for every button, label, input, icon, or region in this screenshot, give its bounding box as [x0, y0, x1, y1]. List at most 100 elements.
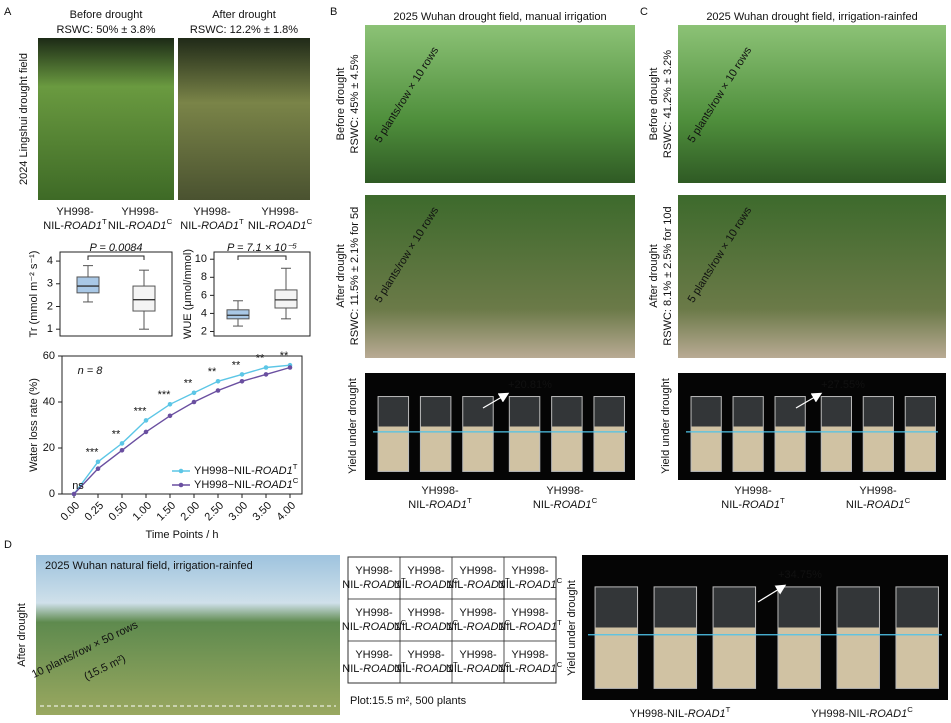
text-part: NIL- — [342, 579, 363, 591]
beaker — [862, 396, 894, 472]
text-part: NIL- — [446, 579, 467, 591]
text-part: YH998- — [811, 708, 849, 720]
beaker-grain — [713, 627, 756, 689]
text-part: ROAD1 — [255, 465, 293, 477]
cell-label: NIL-ROAD1T — [394, 660, 458, 675]
y-tick-label: 60 — [43, 350, 55, 362]
x-tick-label: 3.00 — [227, 500, 251, 524]
x-tick-label: 4.00 — [275, 500, 299, 524]
y-tick-label: 20 — [43, 442, 55, 454]
panel-label: C — [640, 6, 648, 18]
text-part: NIL- — [180, 220, 201, 232]
text-part: ROAD1 — [255, 479, 293, 491]
cell-label: YH998- — [459, 649, 497, 661]
significance: *** — [86, 447, 100, 459]
beaker-grain — [509, 426, 540, 472]
beaker — [774, 396, 806, 472]
cell-label: NIL-ROAD1T — [342, 660, 406, 675]
significance: ns — [72, 480, 84, 492]
side-label: 2024 Lingshui drought field — [18, 53, 30, 185]
text-part: T — [453, 660, 458, 669]
significance: ** — [208, 366, 217, 378]
text-part: NIL- — [846, 499, 867, 511]
significance: ** — [232, 359, 241, 371]
y-tick-label: 4 — [47, 255, 53, 267]
annotation: n = 8 — [78, 365, 104, 377]
text-part: NIL- — [849, 708, 870, 720]
side-label: After drought — [648, 244, 660, 308]
point — [167, 413, 173, 419]
p-bracket — [87, 255, 145, 260]
photo — [38, 38, 174, 200]
x-tick-label: 3.50 — [251, 500, 275, 524]
beaker-grain — [733, 426, 764, 472]
photo — [365, 195, 635, 358]
text-part: C — [505, 660, 511, 669]
text-part: C — [293, 476, 299, 485]
point — [143, 418, 149, 423]
cell-label: NIL-ROAD1T — [446, 576, 510, 591]
legend-marker — [178, 482, 184, 488]
beaker — [690, 396, 722, 472]
y-axis-label: Water loss rate (%) — [28, 378, 40, 472]
text-part: ROAD1 — [269, 220, 307, 232]
side-label: After drought — [16, 603, 28, 667]
text-part: NIL- — [498, 663, 519, 675]
y-tick-label: 2 — [201, 325, 207, 337]
beaker — [777, 586, 821, 689]
photo — [178, 38, 310, 200]
side-label: Before drought — [648, 68, 660, 141]
increase-label: +27.55% — [821, 379, 865, 391]
y-tick-label: 1 — [47, 323, 53, 335]
text-part: NIL- — [342, 663, 363, 675]
genotype-label: NIL-ROAD1T — [43, 217, 107, 232]
genotype-label: NIL-ROAD1C — [846, 496, 911, 511]
cell-label: YH998- — [407, 649, 445, 661]
text-part: YH998−NIL- — [194, 479, 255, 491]
point — [167, 402, 173, 407]
side-label: RSWC: 8.1% ± 2.5% for 10d — [662, 206, 674, 345]
significance: *** — [134, 405, 148, 417]
panel-label: D — [4, 539, 12, 551]
y-tick-label: 2 — [47, 300, 53, 312]
text-part: NIL- — [108, 220, 129, 232]
legend-marker — [178, 468, 184, 474]
text-part: NIL- — [498, 579, 519, 591]
text-part: ROAD1 — [869, 708, 907, 720]
beaker — [551, 396, 583, 472]
point — [119, 441, 125, 446]
point — [263, 365, 269, 370]
text-part: C — [557, 576, 563, 585]
cell-label: YH998- — [355, 649, 393, 661]
photo — [36, 555, 340, 715]
genotype-label: YH998- — [546, 485, 584, 497]
genotype-label: NIL-ROAD1C — [248, 217, 313, 232]
side-label: Before drought — [335, 68, 347, 141]
cell-label: NIL-ROAD1C — [498, 576, 563, 591]
beaker-grain — [775, 426, 806, 472]
text-part: T — [239, 217, 244, 226]
panel-title: 2025 Wuhan drought field, irrigation-rai… — [706, 11, 917, 23]
side-label: RSWC: 41.2% ± 3.2% — [662, 50, 674, 158]
text-part: ROAD1 — [129, 220, 167, 232]
box — [76, 276, 100, 294]
side-label: After drought — [335, 244, 347, 308]
panel-title: 2025 Wuhan natural field, irrigation-rai… — [45, 560, 253, 572]
text-part: NIL- — [533, 499, 554, 511]
text-part: NIL- — [667, 708, 688, 720]
cell-label: YH998- — [407, 607, 445, 619]
legend-label: YH998−NIL-ROAD1C — [194, 476, 299, 491]
significance: ** — [256, 352, 265, 364]
genotype-label: YH998- — [261, 206, 299, 218]
yield-photo — [365, 373, 635, 480]
y-tick-label: 40 — [43, 396, 55, 408]
text-part: C — [905, 496, 911, 505]
point — [191, 399, 197, 405]
point — [239, 372, 245, 377]
text-part: NIL- — [394, 579, 415, 591]
beaker — [462, 396, 494, 472]
point — [191, 390, 197, 396]
y-tick-label: 4 — [201, 307, 207, 319]
beaker — [508, 396, 541, 472]
